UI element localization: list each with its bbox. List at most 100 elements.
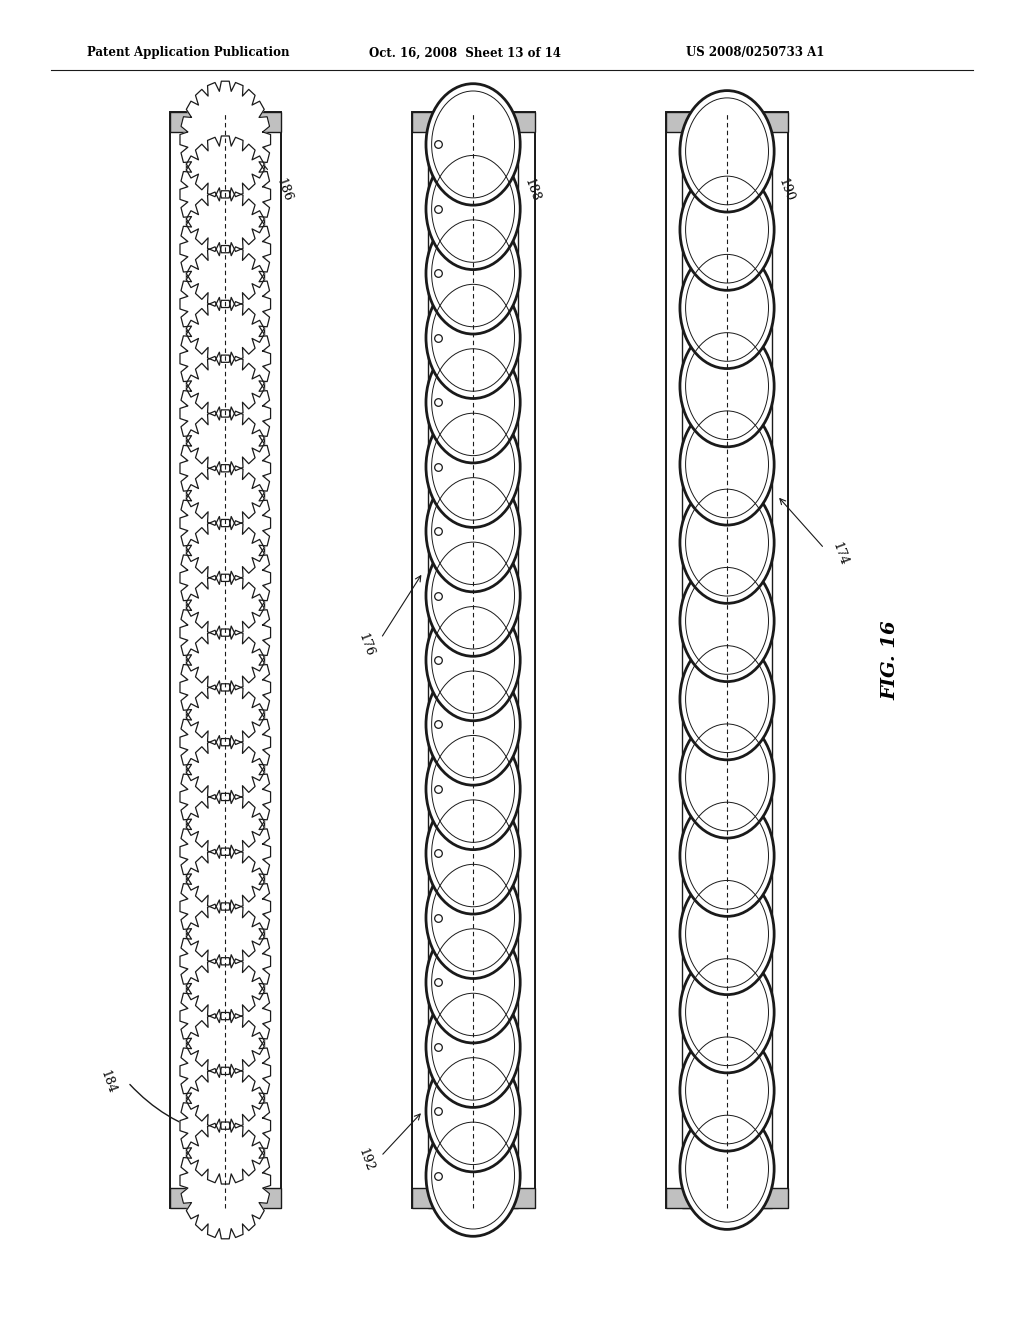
Bar: [170, 112, 281, 1208]
Bar: [436, 132, 465, 148]
Bar: [233, 1172, 262, 1188]
Polygon shape: [180, 903, 270, 1019]
Bar: [666, 112, 788, 1208]
Circle shape: [426, 664, 520, 785]
Polygon shape: [180, 1068, 270, 1184]
Circle shape: [680, 247, 774, 368]
Polygon shape: [180, 246, 270, 362]
Bar: [170, 112, 186, 1208]
Bar: [735, 132, 764, 148]
Polygon shape: [180, 849, 270, 965]
Bar: [735, 132, 764, 148]
Circle shape: [426, 857, 520, 978]
Circle shape: [680, 325, 774, 446]
Bar: [481, 1172, 510, 1188]
Polygon shape: [180, 684, 270, 800]
Bar: [666, 112, 682, 1208]
Bar: [436, 1172, 465, 1188]
Bar: [428, 112, 518, 1208]
Circle shape: [426, 729, 520, 850]
Circle shape: [680, 169, 774, 290]
Circle shape: [680, 795, 774, 916]
Circle shape: [680, 717, 774, 838]
Bar: [481, 132, 510, 148]
Bar: [666, 112, 788, 132]
Bar: [481, 132, 510, 148]
Polygon shape: [180, 301, 270, 417]
Bar: [666, 1188, 788, 1208]
Text: 188: 188: [521, 177, 542, 203]
Circle shape: [680, 560, 774, 681]
Bar: [412, 112, 535, 132]
Polygon shape: [180, 520, 270, 636]
Bar: [690, 1172, 719, 1188]
Circle shape: [426, 921, 520, 1043]
Bar: [481, 1172, 510, 1188]
Bar: [233, 1172, 262, 1188]
Bar: [188, 1172, 217, 1188]
Text: 192: 192: [355, 1146, 376, 1173]
Text: FIG. 16: FIG. 16: [882, 620, 900, 700]
Bar: [666, 112, 788, 132]
Bar: [188, 132, 217, 148]
Bar: [412, 112, 535, 1208]
Polygon shape: [180, 1012, 270, 1129]
Polygon shape: [180, 574, 270, 690]
Circle shape: [426, 213, 520, 334]
Text: 184: 184: [97, 1069, 118, 1096]
Bar: [412, 1188, 535, 1208]
Circle shape: [426, 535, 520, 656]
Circle shape: [426, 277, 520, 399]
Bar: [666, 1188, 788, 1208]
Bar: [690, 132, 719, 148]
Text: 186: 186: [273, 177, 294, 203]
Polygon shape: [180, 958, 270, 1074]
Circle shape: [680, 404, 774, 525]
Bar: [170, 1188, 281, 1208]
Bar: [186, 112, 264, 1208]
Circle shape: [680, 952, 774, 1073]
Bar: [772, 112, 788, 1208]
Bar: [170, 112, 281, 132]
Polygon shape: [180, 1122, 270, 1238]
Circle shape: [680, 482, 774, 603]
Circle shape: [426, 407, 520, 528]
Bar: [170, 1188, 281, 1208]
Text: 190: 190: [775, 177, 796, 203]
Circle shape: [426, 342, 520, 463]
Bar: [518, 112, 535, 1208]
Circle shape: [426, 1115, 520, 1237]
Bar: [412, 112, 535, 132]
Bar: [436, 132, 465, 148]
Circle shape: [680, 1107, 774, 1229]
Circle shape: [426, 470, 520, 591]
Polygon shape: [180, 82, 270, 198]
Circle shape: [426, 1051, 520, 1172]
Bar: [188, 132, 217, 148]
Bar: [264, 112, 281, 1208]
Bar: [690, 1172, 719, 1188]
Circle shape: [426, 792, 520, 913]
Circle shape: [680, 874, 774, 995]
Polygon shape: [180, 411, 270, 527]
Bar: [170, 112, 281, 1208]
Bar: [666, 112, 788, 1208]
Polygon shape: [180, 136, 270, 252]
Circle shape: [426, 148, 520, 269]
Bar: [436, 1172, 465, 1188]
Text: Patent Application Publication: Patent Application Publication: [87, 46, 290, 59]
Bar: [412, 112, 535, 1208]
Bar: [682, 112, 772, 1208]
Bar: [412, 112, 428, 1208]
Bar: [233, 132, 262, 148]
Polygon shape: [180, 191, 270, 308]
Text: 174: 174: [829, 540, 850, 568]
Polygon shape: [180, 630, 270, 746]
Bar: [412, 1188, 535, 1208]
Bar: [735, 1172, 764, 1188]
Circle shape: [426, 599, 520, 721]
Polygon shape: [180, 355, 270, 471]
Text: 176: 176: [355, 631, 376, 659]
Bar: [188, 1172, 217, 1188]
Text: US 2008/0250733 A1: US 2008/0250733 A1: [686, 46, 824, 59]
